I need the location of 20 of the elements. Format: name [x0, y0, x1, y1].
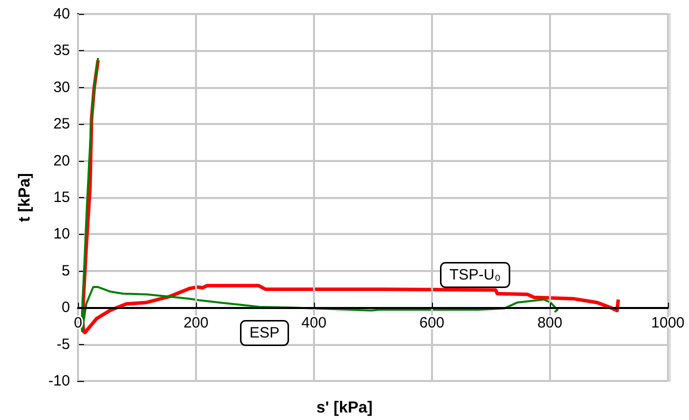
y-tick-label: 15	[53, 189, 70, 206]
y-tick-label: -10	[48, 372, 70, 390]
y-tick-label: 30	[53, 78, 70, 96]
y-tick-label: 25	[53, 116, 70, 133]
x-axis-title: s' [kPa]	[316, 400, 373, 416]
y-tick-label: 5	[62, 262, 70, 280]
x-tick-label: 400	[301, 314, 326, 332]
y-axis-title: t [kPa]	[16, 173, 34, 222]
x-tick-label: 1000	[651, 314, 685, 332]
x-tick-label: 600	[419, 314, 444, 332]
series-label: ESP	[250, 324, 280, 342]
y-tick-label: 10	[53, 226, 70, 243]
series-label: TSP-U₀	[450, 266, 501, 284]
y-tick-label: 0	[62, 299, 70, 316]
y-tick-label: 35	[53, 42, 70, 60]
y-tick-label: 20	[53, 152, 70, 170]
y-tick-label: 40	[53, 6, 70, 22]
x-tick-label: 800	[537, 314, 562, 332]
x-tick-label: 200	[183, 314, 208, 332]
y-tick-label: -5	[56, 336, 70, 353]
